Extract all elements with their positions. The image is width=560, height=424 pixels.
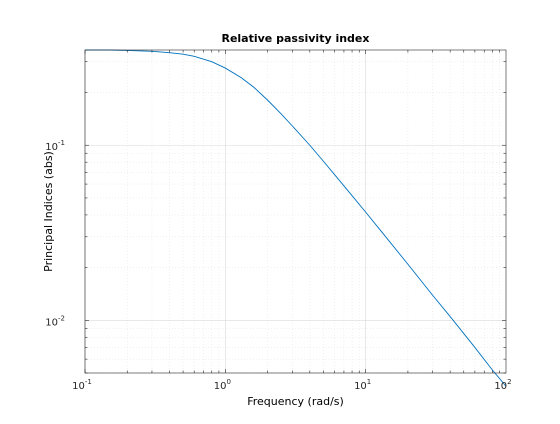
series-layer <box>85 49 507 387</box>
axes-frame <box>84 49 507 374</box>
ticks: 10-1 100 101 102 10-2 10-1 <box>45 50 512 392</box>
y-axis-label: Principal Indices (abs) <box>42 151 55 272</box>
y-tick-label: 10-1 <box>45 139 65 153</box>
x-tick-label: 102 <box>494 378 511 392</box>
x-tick-label: 10-1 <box>72 378 92 392</box>
x-tick-label: 100 <box>214 378 231 392</box>
x-tick-label: 101 <box>354 378 371 392</box>
chart-title: Relative passivity index <box>221 32 369 45</box>
x-axis-label: Frequency (rad/s) <box>247 395 344 408</box>
series-line <box>85 49 507 387</box>
plot-area <box>85 50 506 373</box>
y-tick-label: 10-2 <box>45 314 65 328</box>
